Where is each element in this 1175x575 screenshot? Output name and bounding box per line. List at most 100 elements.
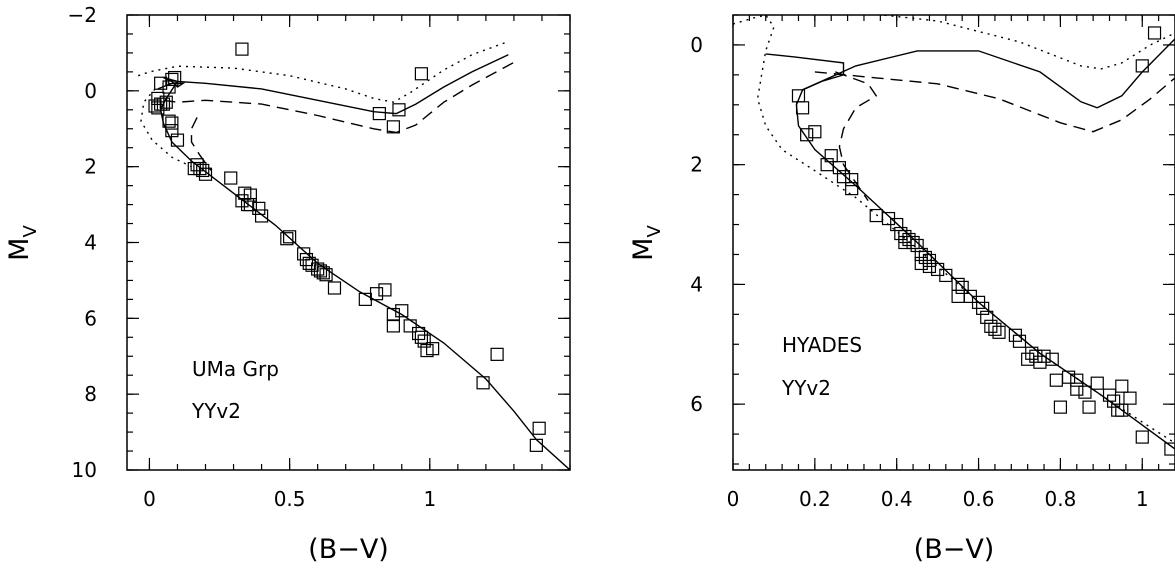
y-axis-label-sub: V [644,225,665,238]
star-point [951,289,965,303]
star-point [224,171,238,185]
star-point [910,238,924,253]
star-point [372,106,386,121]
hyades-panel: 0 0.2 0.4 0.6 0.8 1 0 2 4 6 (B−V) MV HYADES YYv2 [628,14,1175,565]
star-point [490,347,504,361]
star-point [1012,334,1027,348]
star-point [1070,382,1084,396]
star-point [392,103,406,117]
star-point [386,120,400,134]
star-point [316,266,330,280]
y-tick-label: 0 [84,79,97,103]
star-point [1123,391,1137,405]
y-tick-label: 8 [84,382,97,406]
star-point [824,149,838,163]
y-axis-label: MV [628,225,665,261]
x-tick-label: 1 [423,487,436,511]
star-point [808,125,822,139]
star-point [414,67,428,81]
star-point [187,161,201,176]
star-point [906,235,920,250]
star-point [162,114,176,128]
isochrone-dashed [814,71,1175,133]
plot-area [137,40,570,470]
isochrone-dotted [733,15,1175,444]
star-point [170,133,185,147]
x-tick-label: 0.6 [963,487,995,511]
star-point [1115,403,1129,417]
star-point [1078,385,1092,399]
isochrone-dashed [163,61,515,134]
star-point [836,170,851,184]
star-point [845,182,859,196]
star-point [283,230,297,244]
star-point [403,319,417,333]
star-point [426,342,440,356]
isochrone-solid [177,54,509,115]
x-axis-label: (B−V) [914,534,995,565]
star-point [1045,352,1059,366]
star-point [1053,400,1068,414]
star-point [165,116,179,130]
star-point [1082,400,1096,414]
star-point [845,173,859,187]
star-point [156,97,171,111]
star-point [800,128,814,142]
star-point [795,101,810,115]
star-point [532,421,546,435]
star-point [1061,370,1076,384]
y-tick-label: 2 [84,155,97,179]
star-point [1037,349,1051,363]
x-tick-label: 0 [143,487,156,511]
star-point [476,376,490,390]
star-point [832,161,847,175]
star-point [939,268,953,283]
isochrone-dotted [137,40,509,103]
annotation-label: YYv2 [191,399,241,423]
star-point [1090,376,1104,390]
y-tick-label: 10 [72,458,97,482]
star-point [327,281,342,295]
x-axis-label: (B−V) [308,534,389,565]
star-point [235,42,249,56]
star-point [378,283,392,297]
x-tick-label: 0.4 [881,487,913,511]
y-tick-label: 6 [690,392,703,416]
y-tick-label: 0 [690,33,703,57]
star-point [1115,379,1129,393]
annotation-label: YYv2 [781,376,831,400]
star-point [243,197,257,212]
star-point [154,76,168,90]
star-point [254,209,269,223]
star-point [1164,442,1175,456]
x-tick-label: 1 [1136,487,1149,511]
uma-grp-panel: 0 0.5 1 −2 0 2 4 6 8 10 (B−V) MV UMa Grp YYv2 [4,3,571,565]
star-point [1135,59,1149,73]
star-point [369,287,384,301]
star-point [976,301,990,315]
star-point [252,201,266,215]
y-tick-label: 2 [690,153,703,177]
y-axis-label: MV [4,225,41,261]
star-point [196,163,210,178]
annotation-label: UMa Grp [192,357,279,381]
star-point [980,310,994,324]
star-point [914,256,928,271]
star-point [395,304,409,318]
annotation-label: HYADES [782,333,862,357]
star-point [165,72,179,87]
x-tick-label: 0 [727,487,740,511]
star-point [890,217,904,232]
star-point [1135,430,1149,444]
star-point [955,280,969,295]
star-point [1147,26,1162,40]
y-tick-label: −2 [68,3,97,27]
star-point [1107,394,1121,408]
star-point [1049,373,1063,387]
isochrone-dotted [140,88,192,168]
star-point [280,232,294,246]
x-tick-label: 0.8 [1045,487,1077,511]
plot-area [733,15,1175,456]
y-axis-label-sub: V [20,225,41,238]
